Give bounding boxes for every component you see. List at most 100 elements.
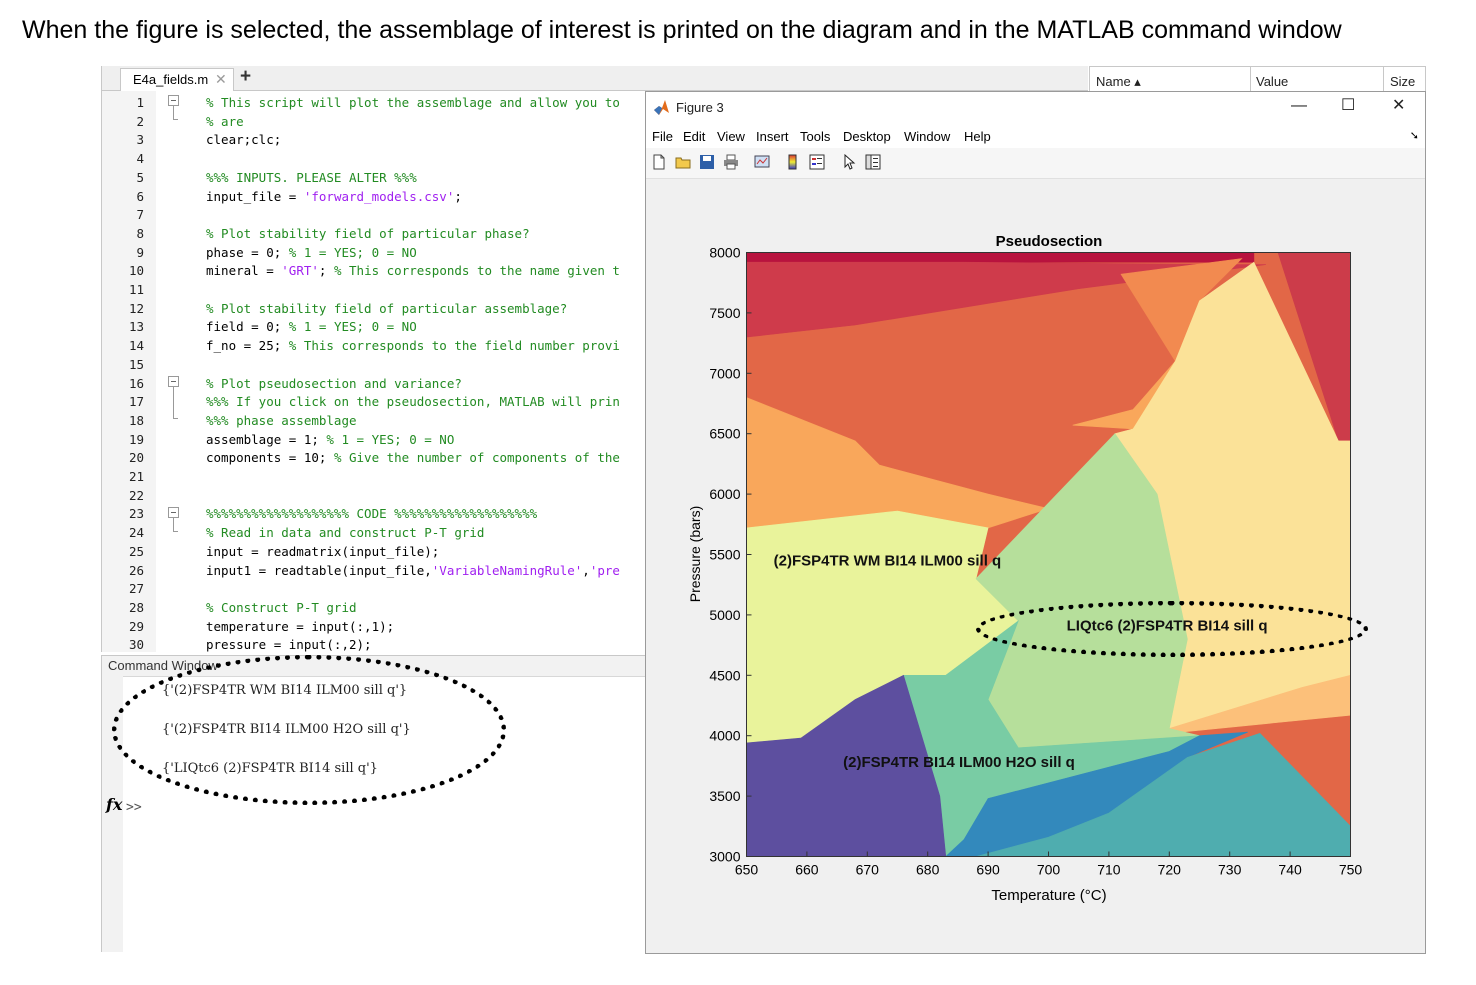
- code-line[interactable]: assemblage = 1; % 1 = YES; 0 = NO: [206, 432, 454, 447]
- add-tab-icon[interactable]: +: [240, 66, 252, 87]
- code-line[interactable]: % Plot stability field of particular pha…: [206, 226, 530, 241]
- menu-desktop[interactable]: Desktop: [843, 129, 891, 144]
- code-comment: %%%%%%%%%%%%%%%%%%% CODE %%%%%%%%%%%%%%%…: [206, 506, 538, 522]
- workspace-col-name[interactable]: Name ▴: [1096, 74, 1141, 89]
- code-line[interactable]: f_no = 25; % This corresponds to the fie…: [206, 338, 620, 353]
- code-line[interactable]: components = 10; % Give the number of co…: [206, 450, 620, 465]
- line-number: 11: [128, 282, 144, 297]
- function-browser-icon[interactable]: fx: [106, 795, 123, 814]
- matlab-logo-icon: [654, 100, 669, 115]
- menu-help[interactable]: Help: [964, 129, 991, 144]
- figure-toolbar: [646, 148, 1425, 179]
- code-line[interactable]: temperature = input(:,1);: [206, 619, 394, 634]
- line-number: 15: [128, 356, 144, 372]
- fold-toggle-icon[interactable]: [168, 507, 179, 518]
- code-comment: % 1 = YES; 0 = NO: [288, 319, 417, 335]
- save-icon[interactable]: [699, 154, 715, 170]
- code-line[interactable]: % Plot stability field of particular ass…: [206, 301, 567, 316]
- code-text: ;: [318, 263, 334, 279]
- code-line[interactable]: mineral = 'GRT'; % This corresponds to t…: [206, 263, 620, 278]
- workspace-col-value[interactable]: Value: [1256, 74, 1289, 89]
- code-comment: % 1 = YES; 0 = NO: [288, 244, 417, 260]
- y-axis-ticks: 3000 3500 4000 4500 5000 5500 6000 6500 7000 7500…: [709, 245, 752, 865]
- minimize-icon[interactable]: —: [1291, 97, 1307, 114]
- line-number: 28: [128, 599, 144, 615]
- maximize-icon[interactable]: ☐: [1341, 97, 1356, 114]
- code-line[interactable]: clear;clc;: [206, 132, 281, 147]
- workspace-col-size[interactable]: Size: [1390, 74, 1416, 89]
- menu-file[interactable]: File: [652, 129, 673, 144]
- fold-toggle-icon[interactable]: [168, 95, 179, 106]
- close-icon[interactable]: ✕: [1392, 97, 1406, 114]
- open-file-icon[interactable]: [675, 154, 691, 170]
- line-number: 10: [128, 263, 144, 279]
- y-axis-label: Pressure (bars): [687, 506, 703, 602]
- code-line[interactable]: input = readmatrix(input_file);: [206, 544, 439, 559]
- x-tick-label: 700: [1037, 862, 1061, 878]
- fold-toggle-icon[interactable]: [168, 376, 179, 387]
- figure-title-bar[interactable]: Figure 3 — ☐ ✕: [646, 92, 1425, 122]
- code-text: ;: [454, 188, 462, 204]
- figure-window[interactable]: Figure 3 — ☐ ✕ File Edit View Insert Too…: [645, 91, 1426, 954]
- x-tick-label: 690: [976, 862, 1000, 878]
- code-line[interactable]: % Plot pseudosection and variance?: [206, 376, 462, 391]
- print-icon[interactable]: [723, 154, 739, 170]
- code-comment: %%% INPUTS. PLEASE ALTER %%%: [206, 169, 417, 185]
- menu-view[interactable]: View: [717, 129, 745, 144]
- menu-insert[interactable]: Insert: [756, 129, 789, 144]
- link-plot-icon[interactable]: [754, 154, 770, 170]
- editor-tab[interactable]: E4a_fields.m ✕: [120, 68, 234, 91]
- code-string: 'GRT': [281, 263, 319, 279]
- code-comment: %%% If you click on the pseudosection, M…: [206, 394, 620, 410]
- y-tick-label: 3000: [709, 849, 740, 865]
- code-line[interactable]: % Read in data and construct P-T grid: [206, 525, 484, 540]
- code-line[interactable]: %%% phase assemblage: [206, 413, 357, 428]
- code-text: components = 10;: [206, 450, 334, 466]
- x-tick-label: 680: [916, 862, 940, 878]
- phase-field[interactable]: [746, 252, 1255, 263]
- code-line[interactable]: % Construct P-T grid: [206, 600, 357, 615]
- menubar-expand-icon[interactable]: ➘: [1409, 130, 1419, 142]
- y-tick-label: 5500: [709, 547, 740, 563]
- line-number: 14: [128, 338, 144, 354]
- command-prompt[interactable]: >>: [126, 800, 142, 815]
- code-line[interactable]: field = 0; % 1 = YES; 0 = NO: [206, 319, 417, 334]
- code-line[interactable]: pressure = input(:,2);: [206, 637, 372, 652]
- code-line[interactable]: % are: [206, 114, 244, 129]
- code-line[interactable]: %%% INPUTS. PLEASE ALTER %%%: [206, 170, 417, 185]
- menu-window[interactable]: Window: [904, 129, 951, 144]
- line-number: 3: [136, 132, 144, 148]
- x-axis-ticks: 650 660 670 680 690 700 710 720 730 740 750: [735, 851, 1363, 878]
- line-number: 26: [128, 562, 144, 578]
- code-line[interactable]: phase = 0; % 1 = YES; 0 = NO: [206, 245, 417, 260]
- y-tick-label: 8000: [709, 245, 740, 261]
- field-label: (2)FSP4TR WM BI14 ILM00 sill q: [774, 552, 1002, 569]
- code-comment: % Plot stability field of particular ass…: [206, 300, 568, 316]
- line-number: 9: [136, 244, 144, 260]
- line-number: 12: [128, 300, 144, 316]
- code-line[interactable]: %%% If you click on the pseudosection, M…: [206, 394, 620, 409]
- line-number: 17: [128, 394, 144, 410]
- line-number: 22: [128, 487, 144, 503]
- code-line[interactable]: input_file = 'forward_models.csv';: [206, 189, 462, 204]
- line-number: 21: [128, 469, 144, 484]
- phase-field[interactable]: [1168, 674, 1351, 734]
- property-inspector-icon[interactable]: [865, 154, 881, 170]
- menu-tools[interactable]: Tools: [800, 129, 831, 144]
- close-tab-icon[interactable]: ✕: [215, 71, 227, 87]
- figure-canvas[interactable]: Pseudosection 650 660 670 680 690 700 710 720 73…: [646, 179, 1425, 953]
- x-tick-label: 750: [1339, 862, 1363, 878]
- code-line[interactable]: input1 = readtable(input_file,'VariableN…: [206, 563, 620, 578]
- new-figure-icon[interactable]: [651, 154, 667, 170]
- insert-colorbar-icon[interactable]: [785, 154, 801, 170]
- code-line[interactable]: % This script will plot the assemblage a…: [206, 95, 620, 110]
- column-divider: [1383, 67, 1384, 91]
- line-number-gutter: [102, 91, 156, 652]
- pseudosection-plot[interactable]: Pseudosection 650 660 670 680 690 700 710 720 73…: [646, 179, 1425, 953]
- edit-plot-icon[interactable]: [842, 154, 858, 170]
- line-number: 27: [128, 581, 144, 597]
- line-number: 19: [128, 431, 144, 447]
- insert-legend-icon[interactable]: [809, 154, 825, 170]
- code-line[interactable]: %%%%%%%%%%%%%%%%%%% CODE %%%%%%%%%%%%%%%…: [206, 506, 537, 521]
- menu-edit[interactable]: Edit: [683, 129, 706, 144]
